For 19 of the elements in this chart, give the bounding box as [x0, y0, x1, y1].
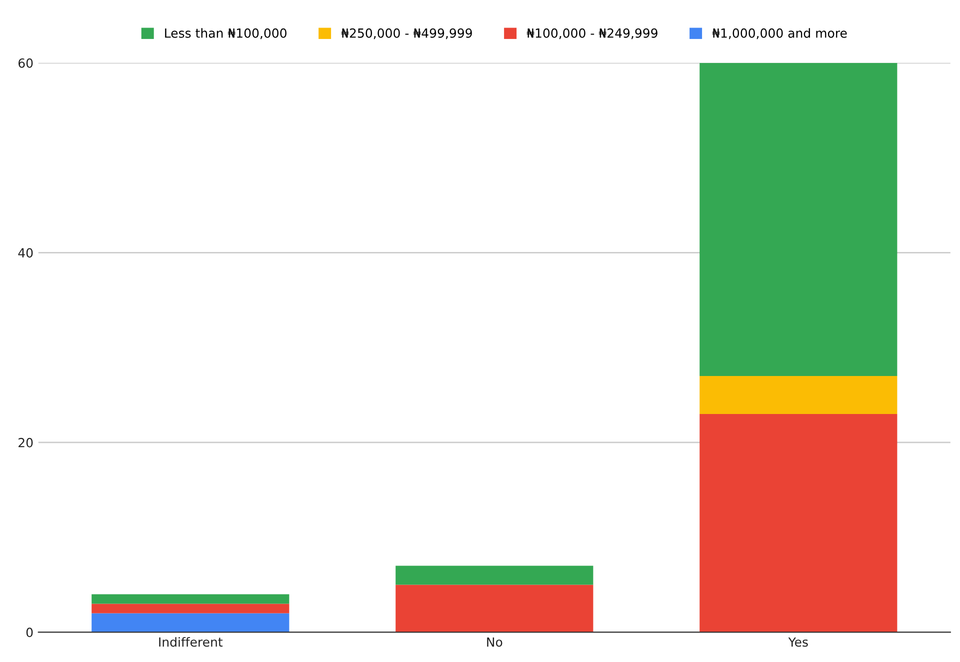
legend-label: ₦1,000,000 and more: [712, 28, 847, 40]
bar: [700, 62, 898, 376]
bar: [396, 566, 594, 585]
bar: [92, 594, 290, 604]
x-tick-label: Indifferent: [159, 637, 223, 647]
bar: [92, 604, 290, 614]
x-tick-label: Yes: [788, 637, 808, 647]
legend-label: ₦250,000 - ₦499,999: [341, 28, 472, 40]
bar: [396, 584, 594, 632]
bar: [700, 376, 898, 414]
y-tick-label: 60: [18, 58, 33, 68]
legend-label: ₦100,000 - ₦249,999: [526, 28, 658, 40]
x-tick-label: No: [487, 637, 502, 647]
y-tick-label: 0: [26, 628, 33, 638]
y-tick-label: 20: [18, 438, 33, 448]
bar: [92, 613, 290, 632]
y-tick-label: 40: [18, 248, 33, 258]
legend-label: Less than ₦100,000: [165, 28, 286, 40]
bar: [700, 414, 898, 632]
